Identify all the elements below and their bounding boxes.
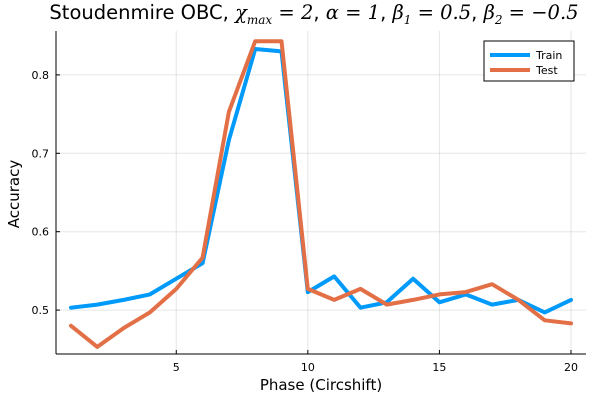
- y-tick-label-3: 0.8: [32, 69, 50, 82]
- grid-lines: [56, 31, 586, 354]
- tick-labels: 5 10 15 20 0.5 0.6 0.7 0.8: [32, 69, 579, 374]
- legend: Train Test: [483, 40, 575, 82]
- series-line-train: [69, 47, 573, 315]
- title-part-0: Stoudenmire OBC,: [49, 1, 235, 24]
- legend-label-train: Train: [535, 49, 562, 62]
- x-tick-label-2: 15: [432, 361, 446, 374]
- series-lines: [69, 39, 573, 349]
- y-tick-label-1: 0.6: [32, 226, 50, 239]
- y-axis-label: Accuracy: [5, 160, 23, 229]
- title-part-3: = 2: [272, 1, 313, 24]
- series-line-test: [69, 39, 573, 349]
- title-part-8: 1: [404, 13, 412, 27]
- title-part-9: = 0.5: [411, 1, 471, 24]
- legend-box: [483, 40, 575, 82]
- title-part-2: max: [247, 13, 273, 27]
- title-part-1: χ: [233, 1, 248, 24]
- axes: [55, 31, 586, 355]
- title-part-4: ,: [313, 1, 325, 24]
- x-tick-label-3: 20: [564, 361, 578, 374]
- chart-title: Stoudenmire OBC, χmax = 2, α = 1, β1 = 0…: [49, 1, 578, 27]
- title-part-6: ,: [380, 1, 392, 24]
- title-part-13: = −0.5: [502, 1, 578, 24]
- x-tick-label-0: 5: [173, 361, 180, 374]
- title-part-12: 2: [494, 13, 503, 27]
- x-tick-label-1: 10: [301, 361, 315, 374]
- title-part-11: β: [483, 1, 495, 24]
- legend-label-test: Test: [535, 64, 558, 77]
- x-axis-label: Phase (Circshift): [260, 376, 382, 394]
- title-part-5: α = 1: [326, 1, 380, 24]
- y-tick-label-0: 0.5: [32, 304, 50, 317]
- y-tick-label-2: 0.7: [32, 147, 50, 160]
- title-part-10: ,: [471, 1, 483, 24]
- title-part-7: β: [391, 1, 403, 24]
